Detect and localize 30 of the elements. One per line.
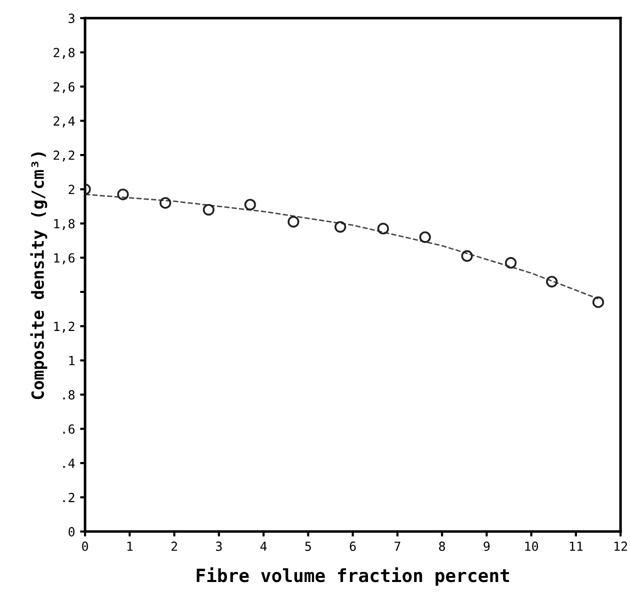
x-tick-label: 11	[570, 542, 583, 551]
y-tick-label: 2,6	[54, 82, 75, 94]
x-tick-label: 1	[127, 542, 133, 551]
x-tick-label: 8	[439, 542, 446, 551]
x-tick-label: 3	[216, 542, 222, 551]
y-axis-title: Composite density (g/cm³)	[30, 152, 48, 400]
y-tick-label: 1,8	[54, 218, 75, 230]
y-tick-label: .6	[63, 424, 75, 434]
y-tick-label: .2	[63, 492, 74, 502]
x-tick-label: 10	[525, 542, 538, 551]
x-axis-title: Fibre volume fraction percent	[196, 567, 510, 586]
x-tick-label: 6	[350, 542, 356, 551]
x-tick-label: 5	[305, 542, 311, 551]
y-tick-label: 2,8	[54, 48, 75, 59]
y-tick-label: 1,2	[54, 322, 74, 333]
y-tick-label: .4	[63, 458, 75, 468]
x-tick-label: 4	[260, 542, 267, 551]
x-tick-label: 7	[394, 542, 400, 551]
y-tick-label: .8	[63, 390, 75, 400]
x-tick-label: 9	[484, 542, 490, 551]
y-tick-label: 2,4	[54, 116, 75, 128]
y-tick-label: 1	[69, 356, 74, 366]
y-tick-label: 2,2	[54, 150, 74, 162]
y-tick-label: 2	[68, 184, 74, 194]
y-tick-label: 1,6	[54, 253, 75, 264]
x-tick-label: 2	[171, 542, 177, 551]
y-tick-label: 3	[68, 14, 74, 24]
y-tick-label: 0	[68, 527, 75, 536]
x-tick-label: 12	[614, 542, 628, 551]
x-tick-label: 0	[82, 542, 88, 551]
